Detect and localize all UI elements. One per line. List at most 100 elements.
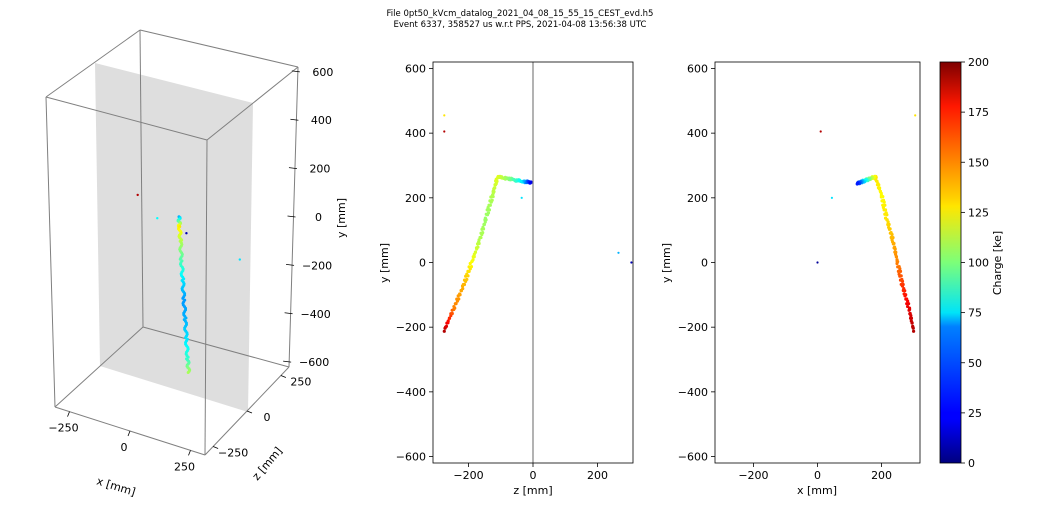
axis-label-y-xy: y [mm]: [660, 243, 673, 283]
xy-track-hit: [855, 181, 860, 185]
xy-track-hit: [883, 208, 888, 212]
zy-y-tick-label: 0: [419, 257, 426, 270]
colorbar-ticks: 0 25 50 75 100 125 150 175 200: [961, 56, 989, 470]
xy-y-tick-label: 600: [687, 62, 708, 75]
xy-track-hit: [911, 329, 916, 333]
zy-track-hit: [461, 282, 465, 287]
zy-x-tick-label: 0: [530, 469, 537, 482]
zy-track-hit: [472, 255, 476, 259]
xy-isolated-hit: [830, 196, 834, 199]
3d-z-tick-mark: [280, 375, 287, 378]
zy-track-hit: [458, 292, 462, 296]
hits-xy: [816, 114, 917, 333]
3d-y-tick-mark: [284, 312, 293, 315]
axis-ticks-zy: −200 0 200 600 400 200 0 −200 −400 −600: [396, 62, 608, 482]
3d-x-tick-label: −250: [48, 422, 78, 435]
xy-track-hit: [897, 272, 901, 276]
zy-track-hit: [446, 319, 450, 323]
3d-y-tick-label: −200: [302, 259, 332, 272]
colorbar-tick-label: 50: [968, 357, 982, 370]
zy-track-hit: [476, 245, 480, 249]
xy-track-hit: [876, 186, 881, 190]
zy-track-hit: [481, 230, 485, 235]
zy-track-hit: [492, 186, 496, 190]
colorbar-tick-label: 150: [968, 156, 989, 169]
xy-x-tick-label: 200: [871, 469, 892, 482]
3d-track-hit: [186, 370, 190, 374]
figure-title-line-2: Event 6337, 358527 us w.r.t PPS, 2021-04…: [393, 20, 647, 30]
zy-track-hit: [457, 297, 461, 301]
3d-x-tick-mark: [188, 450, 191, 456]
3d-x-tick-mark: [67, 411, 70, 417]
zy-isolated-hit: [617, 251, 620, 254]
xy-track-hit: [905, 297, 909, 301]
axis-label-x-zy: z [mm]: [513, 484, 552, 497]
xy-track-hit: [905, 304, 910, 309]
3d-isolated-hit: [238, 258, 242, 261]
xy-track-hit: [911, 324, 915, 328]
colorbar-tick-label: 0: [968, 457, 975, 470]
3d-isolated-hit: [136, 193, 139, 197]
axis-ticks-xy: −200 0 200 600 400 200 0 −200 −400 −600: [678, 62, 892, 482]
zy-track-hit: [482, 222, 486, 227]
zy-track-hit: [492, 190, 496, 194]
zy-track-hit: [447, 316, 452, 320]
xy-isolated-hit: [816, 261, 819, 264]
3d-y-tick-label: 0: [315, 211, 322, 224]
panel-xy: −200 0 200 600 400 200 0 −200 −400 −600 x [mm] y …: [660, 61, 921, 497]
zy-track-hit: [452, 304, 456, 309]
axis-label-x-3d: x [mm]: [95, 475, 137, 499]
xy-track-hit: [905, 302, 909, 306]
3d-isolated-hit: [156, 217, 159, 220]
colorbar: 0 25 50 75 100 125 150 175 200 Charge [ke]: [939, 56, 1004, 470]
zy-track-hit: [483, 216, 487, 220]
3d-y-tick-label: 200: [309, 163, 330, 176]
xy-isolated-hit: [819, 130, 822, 133]
hits-3d: [136, 193, 242, 374]
zy-track-hit: [487, 203, 491, 207]
3d-y-tick-label: −600: [299, 356, 329, 369]
xy-isolated-hit: [914, 114, 917, 117]
zy-y-tick-label: 400: [405, 127, 426, 140]
xy-track-hit: [881, 203, 885, 207]
zy-track-hit: [461, 287, 465, 291]
xy-y-tick-label: 400: [687, 127, 708, 140]
xy-y-tick-label: −200: [678, 321, 708, 334]
3d-z-tick-mark: [212, 446, 219, 449]
zy-track-hit: [465, 272, 469, 276]
axis-label-y-3d: y [mm]: [335, 198, 348, 238]
xy-track-hit: [883, 216, 888, 220]
axis-ticks-3d: 600 400 200 0 −200 −400 −600 −250 0 250 −250 0 250: [48, 66, 333, 474]
xy-track-hit: [908, 311, 912, 316]
xy-track-hit: [908, 316, 913, 320]
zy-track-hit: [487, 208, 492, 212]
zy-track-hit: [442, 329, 446, 333]
3d-z-tick-label: −250: [218, 446, 248, 459]
3d-x-tick-label: 250: [174, 460, 195, 473]
detector-plane-3d: [95, 63, 253, 412]
zy-isolated-hit: [443, 130, 446, 133]
panel-3d: 600 400 200 0 −200 −400 −600 −250 0 250 −250 0 250 x…: [45, 29, 348, 499]
zy-isolated-hit: [443, 114, 446, 117]
zy-isolated-hit: [630, 261, 633, 264]
hits-zy: [442, 114, 633, 333]
colorbar-label: Charge [ke]: [991, 231, 1004, 295]
xy-track-hit: [892, 245, 897, 249]
zy-y-tick-label: 200: [405, 192, 426, 205]
zy-track-hit: [529, 180, 533, 184]
xy-track-hit: [893, 250, 897, 254]
zy-track-hit: [453, 302, 457, 306]
xy-track-hit: [894, 255, 899, 259]
axis-label-x-xy: x [mm]: [797, 484, 837, 497]
xy-track-hit: [909, 319, 913, 323]
xy-track-hit: [900, 277, 904, 282]
colorbar-tick-label: 25: [968, 407, 982, 420]
xy-track-hit: [896, 269, 900, 273]
figure-title-line-1: File 0pt50_kVcm_datalog_2021_04_08_15_55…: [386, 9, 654, 19]
xy-track-hit: [881, 198, 886, 202]
3d-y-tick-mark: [290, 118, 299, 121]
colorbar-gradient: [939, 61, 962, 464]
colorbar-tick-label: 200: [968, 56, 989, 69]
xy-track-hit: [899, 282, 903, 287]
